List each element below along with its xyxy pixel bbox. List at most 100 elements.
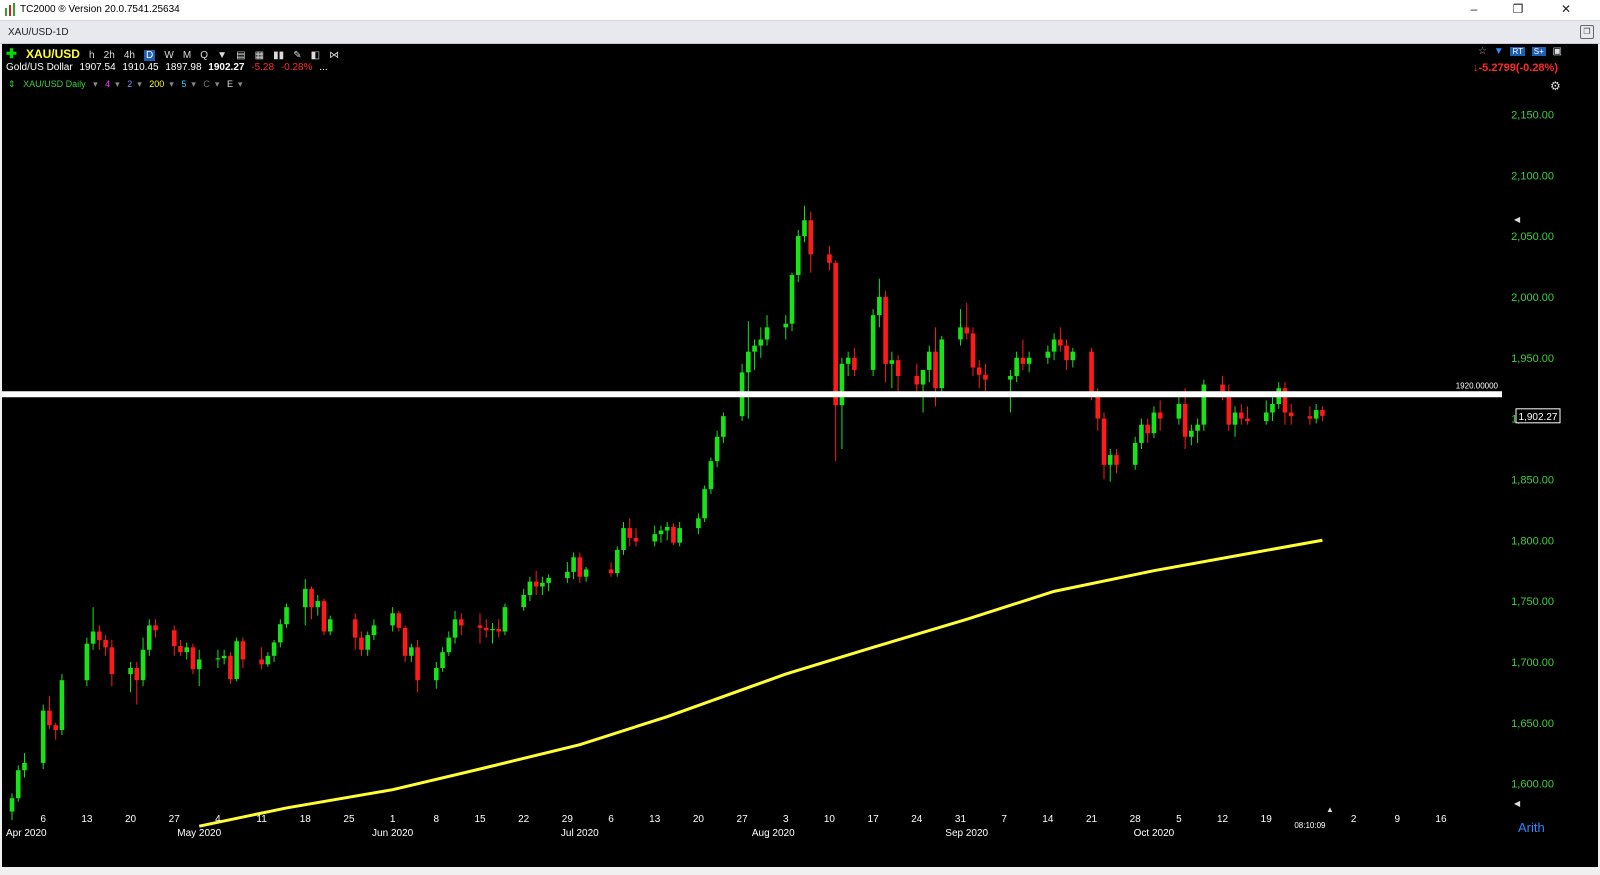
timeframe-2h[interactable]: 2h <box>103 50 115 61</box>
template-icon[interactable]: ▤ <box>236 50 246 61</box>
right-toolbar: ☆ ▼ RT S+ ▣ <box>1474 46 1562 57</box>
candle-body <box>221 655 227 659</box>
current-price-tag: 1,902.27 <box>1519 412 1558 423</box>
candle-body <box>109 647 115 675</box>
quote-line: Gold/US Dollar 1907.54 1910.45 1897.98 1… <box>6 62 332 73</box>
series-dropdown-icon[interactable]: ▾ <box>93 79 98 89</box>
news-icon[interactable]: ▦ <box>254 50 265 61</box>
candle-body <box>608 569 614 574</box>
price-tick-label: 2,150.00 <box>1511 109 1554 121</box>
time-tick-label: May 2020 <box>177 828 221 839</box>
time-tick-label: 4 <box>215 814 221 825</box>
candle-body <box>1014 357 1019 376</box>
indicator-5-dropdown-icon[interactable]: ▾ <box>191 79 196 89</box>
chart-tab-name[interactable]: XAU/USD-1D <box>8 27 69 38</box>
candle-body <box>1226 391 1232 425</box>
candle-body <box>976 367 982 375</box>
candle-body <box>789 275 795 324</box>
candle-body <box>321 601 327 632</box>
time-tick-label: 6 <box>608 814 614 825</box>
candle-body <box>502 607 508 632</box>
time-tick-label: 5 <box>1176 814 1182 825</box>
candle-body <box>808 220 814 255</box>
candle-body <box>1307 416 1313 419</box>
series-label[interactable]: XAU/USD Daily <box>23 79 86 89</box>
star-icon[interactable]: ☆ <box>1478 46 1487 57</box>
candle-body <box>1182 403 1188 437</box>
add-symbol-icon[interactable]: ✚ <box>6 46 17 61</box>
status-strip <box>0 868 1600 875</box>
symbol-label[interactable]: XAU/USD <box>25 47 80 61</box>
candle-body <box>614 549 620 574</box>
candle-body <box>714 436 720 462</box>
indicator-200-dropdown-icon[interactable]: ▾ <box>169 79 174 89</box>
candle-body <box>889 360 895 364</box>
candle-body <box>371 625 377 636</box>
candle-body <box>1320 410 1325 416</box>
restore-window-icon[interactable]: ❐ <box>1580 25 1594 39</box>
timeframe-4h[interactable]: 4h <box>123 50 135 61</box>
share-icon[interactable]: ⋈ <box>329 50 340 61</box>
candle-body <box>1020 357 1026 364</box>
candle-body <box>359 637 364 650</box>
chart-window[interactable]: 2,150.00 2,100.00 2,050.00 2,000.00 1,950.00… <box>2 44 1598 867</box>
draw-pencil-icon[interactable]: ✎ <box>293 50 302 61</box>
time-tick-label: 1 <box>390 814 396 825</box>
time-tick-label: 17 <box>868 814 880 825</box>
title-bar: TC2000 ® Version 20.0.7541.25634 – ❐ ✕ <box>0 0 1600 21</box>
indicator-2-dropdown-icon[interactable]: ▾ <box>137 79 142 89</box>
indicator-e-dropdown-icon[interactable]: ▾ <box>237 79 243 89</box>
chart-tab-bar: XAU/USD-1D ❐ <box>0 21 1600 44</box>
indicator-e[interactable]: E <box>226 79 233 89</box>
split-icon[interactable]: S+ <box>1531 47 1546 56</box>
indicator-4[interactable]: 4 <box>105 79 111 89</box>
indicator-2[interactable]: 2 <box>127 79 133 89</box>
candle-body <box>870 315 876 370</box>
candle-body <box>658 530 664 535</box>
timeframe-dropdown-icon[interactable]: ▼ <box>217 50 228 61</box>
minimize-button[interactable]: – <box>1470 2 1478 16</box>
timeframe-q[interactable]: Q <box>200 50 209 61</box>
time-tick-label: 15 <box>474 814 486 825</box>
candle-body <box>1195 424 1200 431</box>
time-marker-icon: ▲ <box>1326 805 1334 814</box>
series-expand-icon[interactable]: ⇕ <box>8 79 16 89</box>
timeframe-h[interactable]: h <box>89 50 95 61</box>
time-tick-label: 21 <box>1086 814 1098 825</box>
indicator-5[interactable]: 5 <box>181 79 187 89</box>
candle-body <box>402 627 408 656</box>
candle-body <box>15 770 21 799</box>
filter-icon[interactable]: ▼ <box>1493 46 1504 57</box>
candle-body <box>696 518 701 529</box>
candle-body <box>196 659 202 670</box>
bars-icon[interactable]: ▮▮ <box>273 50 285 61</box>
rt-badge[interactable]: RT <box>1510 47 1525 56</box>
more-menu[interactable]: ... <box>319 62 328 73</box>
indicator-c[interactable]: C <box>203 79 210 89</box>
timeframe-m[interactable]: M <box>182 50 192 61</box>
indicator-4-dropdown-icon[interactable]: ▾ <box>115 79 120 89</box>
candle-body <box>1064 345 1069 361</box>
candle-body <box>839 363 845 406</box>
candle-body <box>302 588 308 608</box>
maximize-button[interactable]: ❐ <box>1512 2 1524 16</box>
timeframe-w[interactable]: W <box>164 50 174 61</box>
down-arrow-icon: ↓ <box>1473 62 1479 74</box>
close-button[interactable]: ✕ <box>1560 2 1572 16</box>
indicator-c-dropdown-icon[interactable]: ▾ <box>214 79 220 89</box>
current-price-tag-box <box>1515 408 1561 424</box>
high-value: 1910.45 <box>122 62 159 73</box>
layers-icon[interactable]: ◧ <box>310 50 321 61</box>
price-tick-label: 2,050.00 <box>1511 231 1554 243</box>
candle-body <box>1070 351 1076 361</box>
scale-mode-button[interactable]: Arith <box>1518 820 1545 835</box>
candle-body <box>939 339 945 389</box>
time-tick-label: 10 <box>824 814 836 825</box>
price-chart[interactable]: 2,150.00 2,100.00 2,050.00 2,000.00 1,950.00… <box>2 44 1598 867</box>
symbol-toolbar: ✚ XAU/USD h 2h 4h D W M Q ▼ ▤ ▦ ▮▮ ✎ ◧ ⋈ <box>6 46 345 61</box>
panel-icon[interactable]: ▣ <box>1552 46 1562 57</box>
candle-body <box>671 526 676 543</box>
candle-body <box>477 625 483 628</box>
timeframe-d[interactable]: D <box>144 50 156 61</box>
indicator-200[interactable]: 200 <box>149 79 165 89</box>
